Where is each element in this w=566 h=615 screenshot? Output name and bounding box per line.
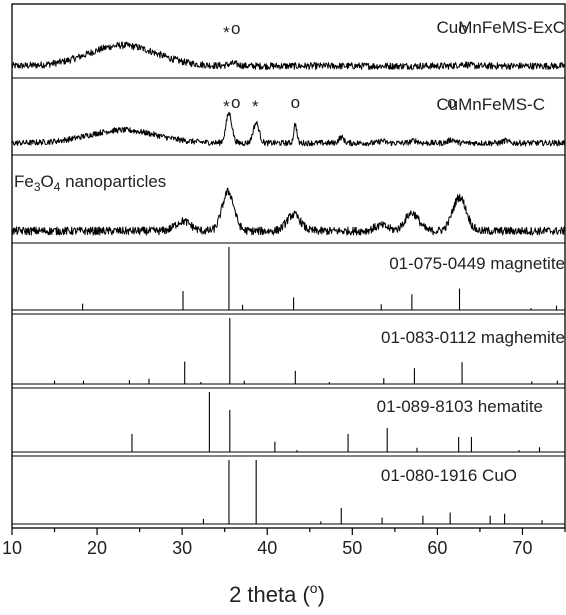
x-axis: 10 20 30 40 50 60 70 (2, 528, 565, 558)
panel-5: 01-083-0112 maghemite (12, 314, 565, 384)
panel-label: CuMnFeMS-C (436, 95, 545, 114)
peak-marker-asterisk: * (223, 97, 230, 116)
panel-6: 01-089-8103 hematite (12, 388, 565, 452)
panel-4: 01-075-0449 magnetite (12, 243, 565, 310)
panel-label: 01-089-8103 hematite (377, 397, 543, 416)
x-tick-label: 10 (2, 538, 22, 558)
x-tick-label: 40 (257, 538, 277, 558)
peak-marker-circle: o (231, 19, 240, 38)
panel-label: 01-075-0449 magnetite (389, 254, 565, 273)
peak-marker-asterisk: * (223, 23, 230, 42)
x-tick-label: 50 (342, 538, 362, 558)
panel-label: Fe3O4 nanoparticles (14, 172, 166, 194)
measured-trace (12, 112, 565, 146)
peak-marker-circle: o (291, 93, 300, 112)
panel-7: 01-080-1916 CuO (12, 456, 565, 524)
x-axis-title: 2 theta (o) (229, 580, 325, 607)
panel-3: Fe3O4 nanoparticles (12, 155, 565, 235)
x-tick-label: 30 (172, 538, 192, 558)
measured-trace (12, 188, 565, 235)
x-tick-label: 60 (427, 538, 447, 558)
x-tick-label: 70 (512, 538, 532, 558)
panel-label: CuMnFeMS-ExC (437, 18, 565, 37)
panel-label: 01-080-1916 CuO (381, 466, 517, 485)
peak-marker-circle: o (231, 93, 240, 112)
measured-trace (12, 42, 565, 69)
peak-marker-asterisk: * (252, 97, 259, 116)
x-tick-label: 20 (87, 538, 107, 558)
x-axis-title-degree: o (310, 580, 318, 596)
panel-label: 01-083-0112 maghemite (381, 328, 565, 347)
